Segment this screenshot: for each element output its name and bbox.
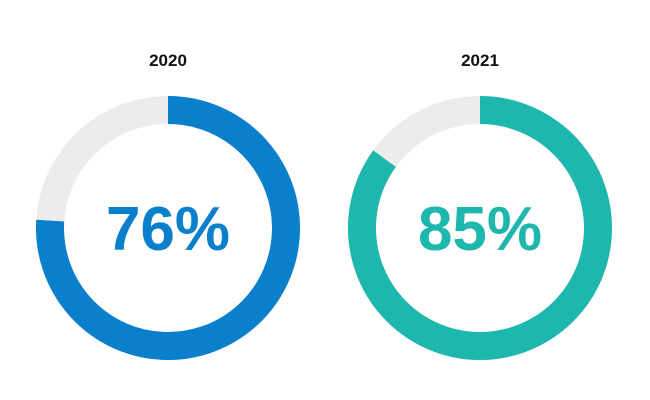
- donut-chart-2020: 2020 76%: [36, 51, 300, 360]
- chart-title-2021: 2021: [461, 51, 499, 70]
- chart-title-2020: 2020: [149, 51, 187, 70]
- value-label-2020: 76%: [106, 195, 230, 264]
- donut-arc-2021: [348, 96, 612, 360]
- value-label-2021: 85%: [418, 195, 542, 264]
- donut-arc-2020: [36, 96, 300, 360]
- donut-chart-2021: 2021 85%: [348, 51, 612, 360]
